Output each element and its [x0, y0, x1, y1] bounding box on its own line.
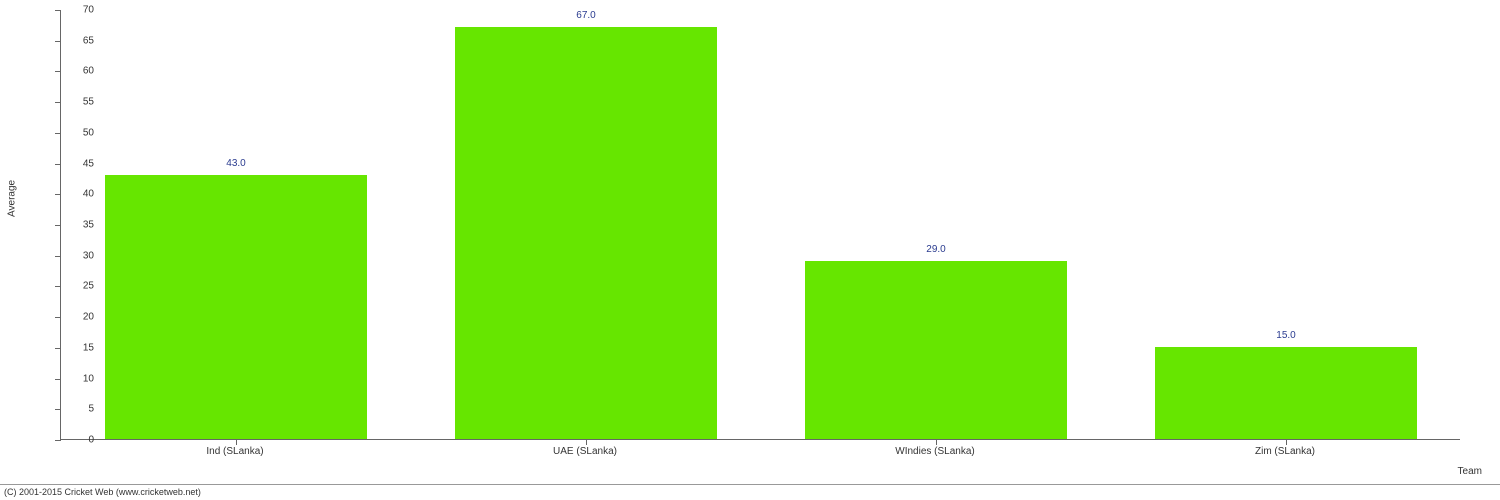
chart-container: 43.0 67.0 29.0 15.0 Ind (SLanka) UAE (SLanka… [60, 10, 1460, 460]
copyright-text: (C) 2001-2015 Cricket Web (www.cricketwe… [4, 487, 201, 497]
y-tick-label: 45 [64, 158, 94, 169]
y-tick [55, 409, 61, 410]
y-tick-label: 10 [64, 373, 94, 384]
y-tick-label: 20 [64, 312, 94, 323]
bar-value-label: 67.0 [576, 10, 595, 21]
x-tick-label: Zim (SLanka) [1255, 446, 1315, 457]
y-tick [55, 286, 61, 287]
bar [455, 27, 718, 439]
x-tick-label: WIndies (SLanka) [895, 446, 974, 457]
plot-area: 43.0 67.0 29.0 15.0 [60, 10, 1460, 440]
y-tick-label: 35 [64, 220, 94, 231]
bar [105, 175, 368, 439]
y-tick [55, 440, 61, 441]
y-tick [55, 317, 61, 318]
y-tick-label: 40 [64, 189, 94, 200]
y-axis-title: Average [7, 180, 18, 217]
x-tick [236, 439, 237, 445]
y-tick-label: 50 [64, 127, 94, 138]
y-tick [55, 41, 61, 42]
bar [805, 261, 1068, 439]
y-tick-label: 0 [64, 435, 94, 446]
y-tick [55, 256, 61, 257]
bar-value-label: 43.0 [226, 158, 245, 169]
y-tick [55, 379, 61, 380]
copyright-divider [0, 484, 1500, 500]
y-tick [55, 102, 61, 103]
x-tick [586, 439, 587, 445]
y-tick [55, 225, 61, 226]
x-tick-label: UAE (SLanka) [553, 446, 617, 457]
x-axis-title: Team [1458, 466, 1482, 477]
y-tick-label: 65 [64, 35, 94, 46]
y-tick-label: 30 [64, 250, 94, 261]
y-tick [55, 164, 61, 165]
y-tick-label: 55 [64, 97, 94, 108]
y-tick-label: 5 [64, 404, 94, 415]
y-tick [55, 71, 61, 72]
bar [1155, 347, 1418, 439]
y-tick [55, 348, 61, 349]
y-tick [55, 194, 61, 195]
y-tick [55, 133, 61, 134]
x-tick-label: Ind (SLanka) [206, 446, 263, 457]
y-tick-label: 25 [64, 281, 94, 292]
bar-value-label: 15.0 [1276, 330, 1295, 341]
y-tick [55, 10, 61, 11]
y-tick-label: 60 [64, 66, 94, 77]
x-tick [1286, 439, 1287, 445]
y-tick-label: 15 [64, 342, 94, 353]
x-tick [936, 439, 937, 445]
y-tick-label: 70 [64, 5, 94, 16]
bar-value-label: 29.0 [926, 244, 945, 255]
